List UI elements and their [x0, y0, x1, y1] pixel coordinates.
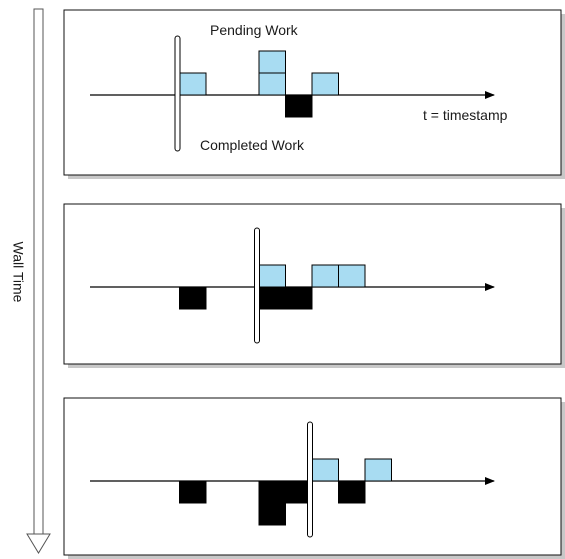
wall-time-shaft [34, 9, 43, 535]
pending-work-block [339, 265, 366, 287]
pending-work-block [259, 73, 286, 95]
completed-work-block [259, 503, 286, 525]
pending-work-block [365, 459, 392, 481]
pending-work-block [259, 51, 286, 73]
stage-panel-2 [64, 204, 565, 368]
completed-work-block [180, 287, 207, 309]
pending-work-label: Pending Work [210, 22, 299, 38]
timestamp-axis-label: t = timestamp [423, 107, 508, 123]
watermark-bar [308, 422, 313, 537]
completed-work-block [259, 287, 286, 309]
completed-work-label: Completed Work [200, 137, 305, 153]
pending-work-block [259, 265, 286, 287]
completed-work-block [259, 481, 286, 503]
completed-work-block [286, 95, 313, 117]
wall-time-arrow [27, 9, 50, 553]
completed-work-block [286, 287, 313, 309]
stage-panel-3 [64, 398, 565, 559]
pending-work-block [312, 459, 339, 481]
stage-panel-1: Pending Work Completed Work t = timestam… [64, 10, 565, 179]
completed-work-block [180, 481, 207, 503]
pending-work-block [312, 73, 339, 95]
wall-time-arrowhead [27, 534, 50, 553]
pending-work-block [180, 73, 207, 95]
pending-work-block [312, 265, 339, 287]
watermark-bar [175, 36, 180, 151]
watermark-bar [255, 228, 260, 343]
completed-work-block [339, 481, 366, 503]
wall-time-label: Wall Time [10, 242, 26, 303]
